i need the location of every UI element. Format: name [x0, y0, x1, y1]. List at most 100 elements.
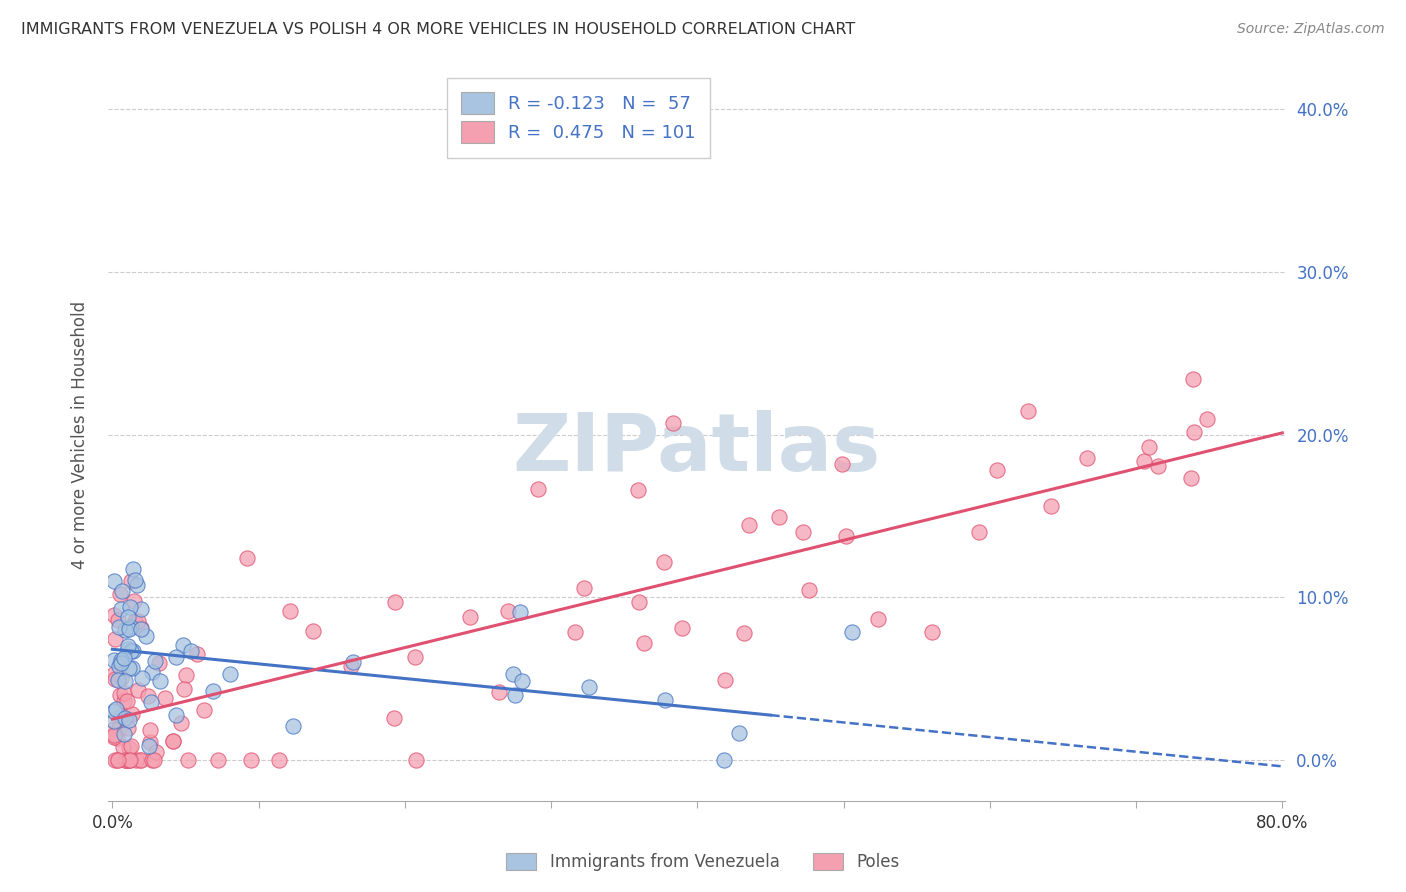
- Point: [118, 753, 141, 767]
- Point: [114, 753, 136, 767]
- Point: [103, 753, 125, 767]
- Point: [103, 722, 125, 736]
- Point: [141, 753, 163, 767]
- Point: [131, 671, 153, 685]
- Point: [118, 753, 141, 767]
- Point: [1180, 471, 1202, 485]
- Point: [120, 739, 142, 754]
- Point: [1146, 458, 1168, 473]
- Point: [738, 518, 761, 533]
- Point: [120, 600, 142, 615]
- Point: [114, 623, 136, 637]
- Point: [174, 667, 197, 681]
- Point: [792, 524, 814, 539]
- Point: [124, 614, 146, 628]
- Point: [281, 719, 304, 733]
- Point: [503, 688, 526, 702]
- Point: [118, 661, 141, 675]
- Point: [139, 695, 162, 709]
- Point: [149, 673, 172, 688]
- Point: [105, 753, 128, 767]
- Point: [835, 529, 858, 543]
- Point: [405, 753, 427, 767]
- Point: [1039, 499, 1062, 513]
- Point: [107, 620, 129, 634]
- Point: [170, 715, 193, 730]
- Point: [122, 594, 145, 608]
- Point: [969, 525, 991, 540]
- Point: [125, 577, 148, 591]
- Point: [458, 610, 481, 624]
- Point: [868, 612, 890, 626]
- Point: [120, 644, 142, 658]
- Point: [143, 653, 166, 667]
- Point: [186, 647, 208, 661]
- Legend: R = -0.123   N =  57, R =  0.475   N = 101: R = -0.123 N = 57, R = 0.475 N = 101: [447, 78, 710, 158]
- Point: [141, 665, 163, 680]
- Point: [727, 726, 749, 740]
- Point: [105, 701, 128, 715]
- Point: [118, 740, 141, 755]
- Point: [114, 710, 136, 724]
- Point: [139, 735, 162, 749]
- Point: [103, 728, 125, 742]
- Point: [127, 683, 149, 698]
- Point: [219, 666, 242, 681]
- Point: [193, 703, 215, 717]
- Legend: Immigrants from Venezuela, Poles: Immigrants from Venezuela, Poles: [498, 845, 908, 880]
- Point: [110, 601, 132, 615]
- Point: [112, 686, 135, 700]
- Point: [165, 650, 187, 665]
- Point: [1017, 404, 1039, 418]
- Text: IMMIGRANTS FROM VENEZUELA VS POLISH 4 OR MORE VEHICLES IN HOUSEHOLD CORRELATION : IMMIGRANTS FROM VENEZUELA VS POLISH 4 OR…: [21, 22, 855, 37]
- Point: [117, 639, 139, 653]
- Point: [714, 673, 737, 687]
- Point: [1182, 425, 1205, 440]
- Point: [145, 745, 167, 759]
- Point: [110, 709, 132, 723]
- Point: [105, 731, 128, 745]
- Point: [172, 638, 194, 652]
- Point: [1076, 450, 1098, 465]
- Point: [162, 734, 184, 748]
- Point: [921, 624, 943, 639]
- Point: [104, 672, 127, 686]
- Point: [841, 624, 863, 639]
- Point: [112, 727, 135, 741]
- Point: [1182, 372, 1205, 386]
- Point: [301, 624, 323, 638]
- Point: [180, 644, 202, 658]
- Y-axis label: 4 or more Vehicles in Household: 4 or more Vehicles in Household: [72, 301, 89, 568]
- Point: [110, 671, 132, 685]
- Point: [269, 753, 291, 767]
- Point: [498, 604, 520, 618]
- Point: [564, 625, 586, 640]
- Point: [110, 657, 132, 671]
- Point: [201, 684, 224, 698]
- Point: [124, 573, 146, 587]
- Point: [633, 636, 655, 650]
- Point: [103, 574, 125, 588]
- Point: [115, 694, 138, 708]
- Point: [103, 714, 125, 728]
- Point: [114, 753, 136, 767]
- Point: [1195, 412, 1218, 426]
- Point: [129, 753, 152, 767]
- Point: [1137, 440, 1160, 454]
- Point: [110, 653, 132, 667]
- Point: [107, 753, 129, 767]
- Point: [382, 711, 405, 725]
- Point: [733, 626, 755, 640]
- Point: [768, 510, 790, 524]
- Point: [117, 721, 139, 735]
- Point: [122, 562, 145, 576]
- Point: [627, 483, 650, 497]
- Point: [111, 583, 134, 598]
- Point: [138, 723, 160, 738]
- Point: [671, 621, 693, 635]
- Point: [512, 673, 534, 688]
- Point: [120, 620, 142, 634]
- Text: ZIPatlas: ZIPatlas: [512, 410, 880, 488]
- Point: [652, 555, 675, 569]
- Point: [148, 656, 170, 670]
